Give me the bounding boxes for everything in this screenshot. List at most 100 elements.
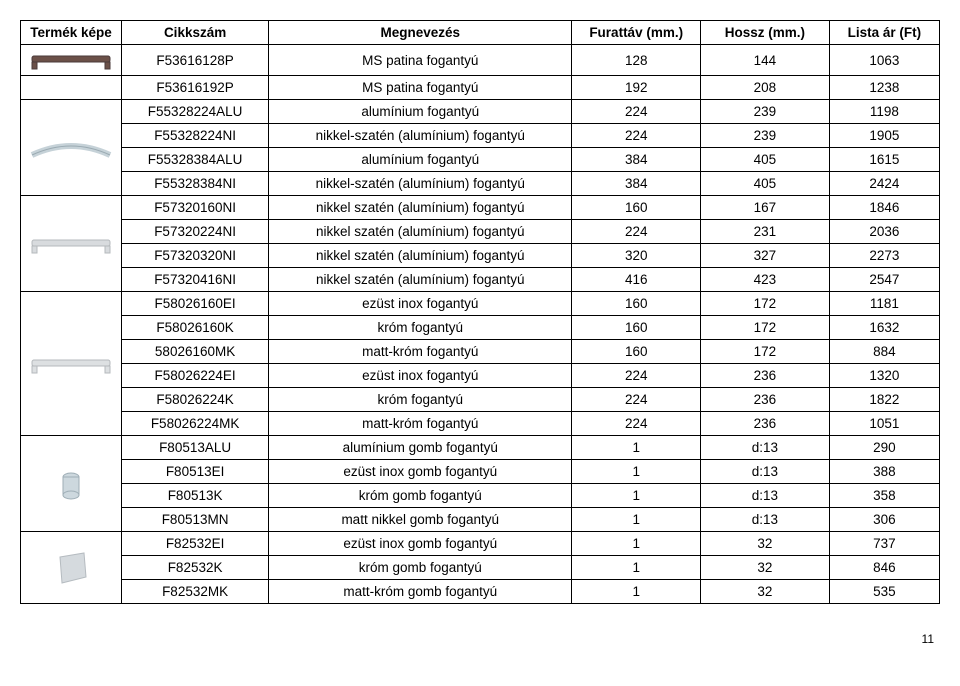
cell-price: 535 bbox=[829, 580, 939, 604]
cell-price: 1905 bbox=[829, 124, 939, 148]
cell-fur: 224 bbox=[572, 124, 701, 148]
cell-price: 2424 bbox=[829, 172, 939, 196]
cell-price: 1632 bbox=[829, 316, 939, 340]
header-code: Cikkszám bbox=[122, 21, 269, 45]
cell-price: 290 bbox=[829, 436, 939, 460]
cell-code: F82532MK bbox=[122, 580, 269, 604]
cell-hossz: 32 bbox=[701, 556, 830, 580]
product-image-cell bbox=[21, 45, 122, 76]
cell-name: alumínium fogantyú bbox=[269, 100, 572, 124]
cell-hossz: d:13 bbox=[701, 484, 830, 508]
cell-fur: 1 bbox=[572, 508, 701, 532]
cell-name: ezüst inox fogantyú bbox=[269, 292, 572, 316]
header-price: Lista ár (Ft) bbox=[829, 21, 939, 45]
cell-fur: 416 bbox=[572, 268, 701, 292]
cell-price: 1198 bbox=[829, 100, 939, 124]
cell-price: 1238 bbox=[829, 76, 939, 100]
cell-fur: 1 bbox=[572, 460, 701, 484]
cell-fur: 160 bbox=[572, 316, 701, 340]
cell-name: matt-króm gomb fogantyú bbox=[269, 580, 572, 604]
table-row: F55328384NInikkel-szatén (alumínium) fog… bbox=[21, 172, 940, 196]
table-row: F58026160Kkróm fogantyú1601721632 bbox=[21, 316, 940, 340]
cell-code: F57320160NI bbox=[122, 196, 269, 220]
cell-hossz: 423 bbox=[701, 268, 830, 292]
cell-fur: 160 bbox=[572, 292, 701, 316]
cell-fur: 1 bbox=[572, 580, 701, 604]
cell-fur: 224 bbox=[572, 100, 701, 124]
cell-code: F55328224NI bbox=[122, 124, 269, 148]
table-row: F57320160NInikkel szatén (alumínium) fog… bbox=[21, 196, 940, 220]
handle-arc-silver-icon bbox=[21, 133, 121, 163]
cell-name: alumínium fogantyú bbox=[269, 148, 572, 172]
table-row: F57320416NInikkel szatén (alumínium) fog… bbox=[21, 268, 940, 292]
cell-hossz: 172 bbox=[701, 292, 830, 316]
cell-fur: 224 bbox=[572, 388, 701, 412]
cell-code: F80513ALU bbox=[122, 436, 269, 460]
cell-price: 1822 bbox=[829, 388, 939, 412]
cell-code: F58026224EI bbox=[122, 364, 269, 388]
table-row: F80513ALUalumínium gomb fogantyú1d:13290 bbox=[21, 436, 940, 460]
knob-square-icon bbox=[21, 543, 121, 593]
cell-name: nikkel szatén (alumínium) fogantyú bbox=[269, 196, 572, 220]
table-row: F57320320NInikkel szatén (alumínium) fog… bbox=[21, 244, 940, 268]
cell-name: króm gomb fogantyú bbox=[269, 556, 572, 580]
cell-fur: 1 bbox=[572, 436, 701, 460]
table-row: F53616128PMS patina fogantyú1281441063 bbox=[21, 45, 940, 76]
table-row: 58026160MKmatt-króm fogantyú160172884 bbox=[21, 340, 940, 364]
cell-code: F55328224ALU bbox=[122, 100, 269, 124]
cell-price: 737 bbox=[829, 532, 939, 556]
cell-hossz: 144 bbox=[701, 45, 830, 76]
cell-name: króm fogantyú bbox=[269, 388, 572, 412]
cell-code: F53616192P bbox=[122, 76, 269, 100]
header-hossz: Hossz (mm.) bbox=[701, 21, 830, 45]
cell-fur: 224 bbox=[572, 220, 701, 244]
table-row: F58026224MKmatt-króm fogantyú2242361051 bbox=[21, 412, 940, 436]
cell-code: F55328384NI bbox=[122, 172, 269, 196]
product-image-cell bbox=[21, 292, 122, 436]
cell-fur: 1 bbox=[572, 556, 701, 580]
cell-name: matt-króm fogantyú bbox=[269, 412, 572, 436]
table-row: F80513MNmatt nikkel gomb fogantyú1d:1330… bbox=[21, 508, 940, 532]
cell-name: matt nikkel gomb fogantyú bbox=[269, 508, 572, 532]
cell-code: F57320416NI bbox=[122, 268, 269, 292]
cell-hossz: 405 bbox=[701, 148, 830, 172]
cell-hossz: 239 bbox=[701, 124, 830, 148]
knob-cylinder-icon bbox=[21, 459, 121, 509]
cell-price: 1846 bbox=[829, 196, 939, 220]
cell-code: F53616128P bbox=[122, 45, 269, 76]
cell-code: F58026160EI bbox=[122, 292, 269, 316]
table-row: F55328384ALUalumínium fogantyú3844051615 bbox=[21, 148, 940, 172]
cell-hossz: 167 bbox=[701, 196, 830, 220]
cell-fur: 384 bbox=[572, 148, 701, 172]
product-table: Termék képe Cikkszám Megnevezés Furattáv… bbox=[20, 20, 940, 604]
cell-hossz: 239 bbox=[701, 100, 830, 124]
cell-name: ezüst inox gomb fogantyú bbox=[269, 532, 572, 556]
cell-hossz: 32 bbox=[701, 532, 830, 556]
cell-name: MS patina fogantyú bbox=[269, 45, 572, 76]
cell-price: 306 bbox=[829, 508, 939, 532]
product-image-cell bbox=[21, 196, 122, 292]
table-row: F82532Kkróm gomb fogantyú132846 bbox=[21, 556, 940, 580]
cell-fur: 160 bbox=[572, 196, 701, 220]
cell-code: F80513K bbox=[122, 484, 269, 508]
table-row: F55328224ALUalumínium fogantyú2242391198 bbox=[21, 100, 940, 124]
cell-fur: 128 bbox=[572, 45, 701, 76]
table-row: F80513Kkróm gomb fogantyú1d:13358 bbox=[21, 484, 940, 508]
cell-fur: 224 bbox=[572, 412, 701, 436]
cell-name: króm gomb fogantyú bbox=[269, 484, 572, 508]
cell-fur: 1 bbox=[572, 532, 701, 556]
table-row: F58026224EIezüst inox fogantyú2242361320 bbox=[21, 364, 940, 388]
table-row: F82532MKmatt-króm gomb fogantyú132535 bbox=[21, 580, 940, 604]
table-row: F55328224NInikkel-szatén (alumínium) fog… bbox=[21, 124, 940, 148]
table-row: F58026224Kkróm fogantyú2242361822 bbox=[21, 388, 940, 412]
cell-hossz: d:13 bbox=[701, 436, 830, 460]
cell-code: F80513EI bbox=[122, 460, 269, 484]
cell-hossz: 327 bbox=[701, 244, 830, 268]
product-image-cell bbox=[21, 100, 122, 196]
cell-price: 388 bbox=[829, 460, 939, 484]
table-row: F53616192PMS patina fogantyú1922081238 bbox=[21, 76, 940, 100]
cell-price: 1320 bbox=[829, 364, 939, 388]
cell-code: F82532K bbox=[122, 556, 269, 580]
cell-code: F55328384ALU bbox=[122, 148, 269, 172]
product-image-cell bbox=[21, 76, 122, 100]
